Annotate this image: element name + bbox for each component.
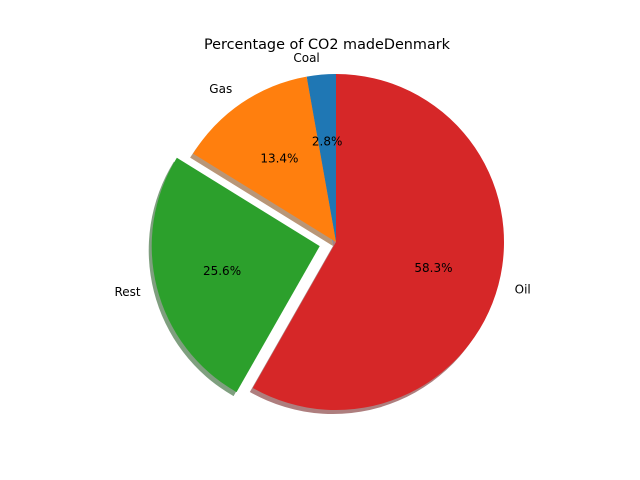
percent-gas: 13.4%: [260, 152, 298, 166]
label-oil: Oil: [515, 282, 531, 296]
percent-oil: 58.3%: [414, 261, 452, 275]
slice-rest: [151, 157, 320, 393]
label-rest: Rest: [115, 285, 141, 299]
percent-rest: 25.6%: [203, 264, 241, 278]
label-coal: Coal: [293, 51, 319, 65]
slice-gas: [193, 76, 336, 242]
chart-title: Percentage of CO2 madeDenmark: [204, 37, 451, 53]
slice-coal: [306, 74, 336, 242]
label-gas: Gas: [209, 82, 232, 96]
slice-labels: Coal 2.8% Gas 13.4% Rest 25.6% Oil 58.3%: [115, 51, 531, 299]
slice-oil: [252, 74, 504, 411]
percent-coal: 2.8%: [312, 135, 343, 149]
slices: [151, 74, 504, 411]
